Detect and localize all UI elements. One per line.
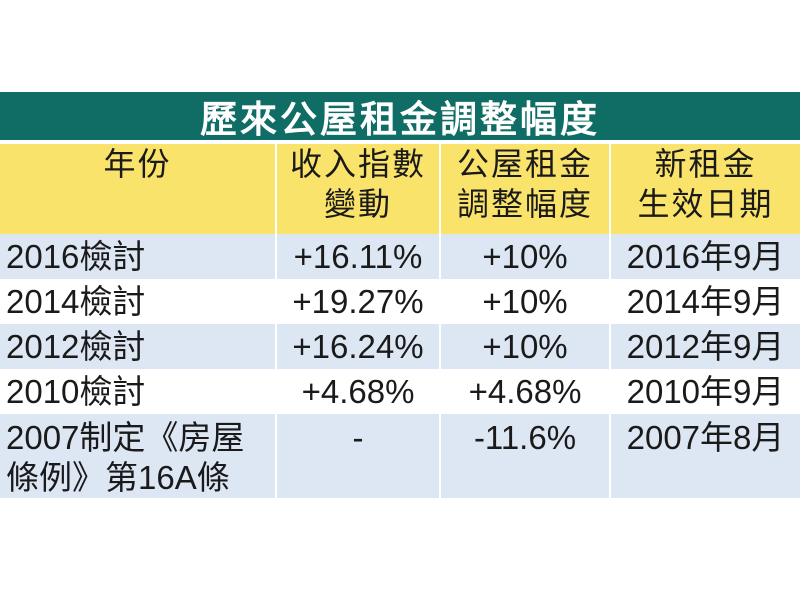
table-row: 2016檢討 +16.11% +10% 2016年9月 xyxy=(0,234,800,279)
table-title: 歷來公屋租金調整幅度 xyxy=(0,92,800,144)
cell-year: 2016檢討 xyxy=(0,234,276,279)
header-rent-adjustment: 公屋租金 調整幅度 xyxy=(439,144,610,234)
cell-year: 2007制定《房屋 條例》第16A條 xyxy=(0,414,276,498)
cell-rent-adjustment: +10% xyxy=(439,234,610,279)
cell-effective-date: 2007年8月 xyxy=(609,414,800,498)
cell-year-line-2: 條例》第16A條 xyxy=(6,459,230,496)
cell-income-index-change: - xyxy=(275,414,440,498)
cell-income-index-change: +19.27% xyxy=(275,279,440,324)
table-row: 2012檢討 +16.24% +10% 2012年9月 xyxy=(0,324,800,369)
header-date-line-2: 生效日期 xyxy=(637,185,774,223)
cell-income-index-change: +4.68% xyxy=(275,369,440,414)
cell-rent-adjustment: +10% xyxy=(439,324,610,369)
header-row: 年份 收入指數 變動 公屋租金 調整幅度 新租金 生效日期 xyxy=(0,144,800,234)
cell-rent-adjustment: +10% xyxy=(439,279,610,324)
cell-income-index-change: +16.24% xyxy=(275,324,440,369)
cell-year: 2010檢討 xyxy=(0,369,276,414)
header-income-line-2: 變動 xyxy=(323,185,392,223)
cell-year-line-1: 2007制定《房屋 xyxy=(6,419,245,456)
table-row: 2014檢討 +19.27% +10% 2014年9月 xyxy=(0,279,800,324)
cell-rent-adjustment: -11.6% xyxy=(439,414,610,498)
table-row: 2007制定《房屋 條例》第16A條 - -11.6% 2007年8月 xyxy=(0,414,800,498)
rent-adjustment-table: 年份 收入指數 變動 公屋租金 調整幅度 新租金 生效日期 2016檢討 +16… xyxy=(0,144,800,498)
cell-year: 2014檢討 xyxy=(0,279,276,324)
header-rent-line-2: 調整幅度 xyxy=(456,185,593,223)
header-rent-line-1: 公屋租金 xyxy=(456,145,593,183)
table-row: 2010檢討 +4.68% +4.68% 2010年9月 xyxy=(0,369,800,414)
header-income-index-change: 收入指數 變動 xyxy=(275,144,440,234)
header-year-label: 年份 xyxy=(103,145,172,183)
cell-income-index-change: +16.11% xyxy=(275,234,440,279)
cell-rent-adjustment: +4.68% xyxy=(439,369,610,414)
cell-effective-date: 2014年9月 xyxy=(609,279,800,324)
header-year: 年份 xyxy=(0,144,276,234)
cell-effective-date: 2010年9月 xyxy=(609,369,800,414)
header-income-line-1: 收入指數 xyxy=(289,145,426,183)
header-effective-date: 新租金 生效日期 xyxy=(609,144,800,234)
header-date-line-1: 新租金 xyxy=(654,145,757,183)
cell-effective-date: 2016年9月 xyxy=(609,234,800,279)
cell-year: 2012檢討 xyxy=(0,324,276,369)
cell-effective-date: 2012年9月 xyxy=(609,324,800,369)
